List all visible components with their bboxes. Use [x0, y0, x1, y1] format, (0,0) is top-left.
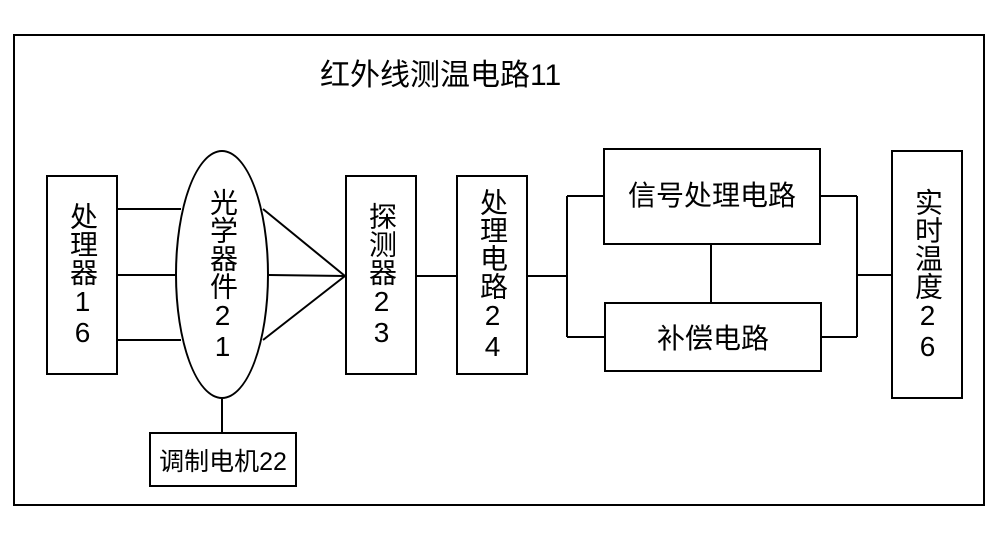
block-signal-processing-circuit: 信号处理电路: [603, 148, 821, 245]
label-detector-23: 探测器23: [361, 202, 401, 348]
label-compensation: 补偿电路: [657, 317, 769, 357]
block-processing-circuit-24: 处理电路24: [456, 175, 528, 375]
block-compensation-circuit: 补偿电路: [604, 302, 822, 372]
label-signal-proc: 信号处理电路: [628, 178, 796, 214]
block-optics-21: 光学器件21: [175, 150, 269, 399]
block-realtime-temperature-26: 实时温度26: [891, 150, 963, 399]
label-realtime-26: 实时温度26: [907, 188, 947, 362]
label-processor-16: 处理器16: [62, 202, 102, 348]
diagram-canvas: 红外线测温电路11 处理器16 光学器件21 调制电机22 探测器23 处理电路…: [0, 0, 1000, 534]
label-optics-21: 光学器件21: [202, 188, 242, 362]
label-proc-circuit-24: 处理电路24: [472, 188, 512, 362]
block-detector-23: 探测器23: [345, 175, 417, 375]
label-modulation-22: 调制电机22: [159, 442, 287, 478]
block-processor-16: 处理器16: [46, 175, 118, 375]
block-modulation-motor-22: 调制电机22: [149, 432, 297, 487]
diagram-title: 红外线测温电路11: [320, 50, 561, 94]
